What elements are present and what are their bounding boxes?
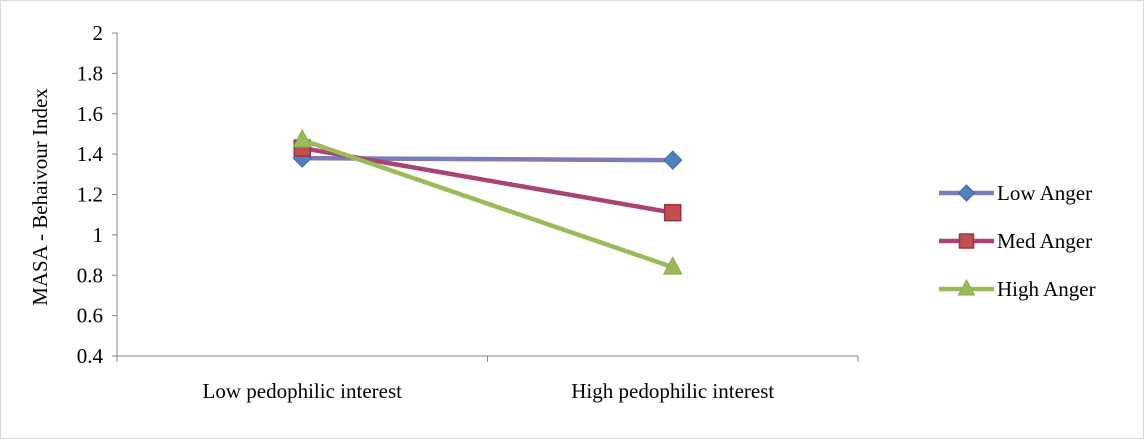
- legend-marker: [957, 278, 976, 296]
- y-tick-label: 2: [93, 21, 104, 45]
- x-tick-label: Low pedophilic interest: [203, 379, 403, 403]
- y-tick-label: 0.4: [77, 344, 104, 368]
- y-tick-label: 1.6: [77, 102, 103, 126]
- y-tick-label: 0.8: [77, 263, 103, 287]
- y-tick-label: 1.4: [77, 142, 104, 166]
- plot-area: 0.4 0.6 0.8 1 1.2 1.4 1.6 1.8 2 Low pedophilic in…: [77, 21, 859, 403]
- legend-marker: [958, 233, 975, 249]
- legend-label: Low Anger: [997, 181, 1092, 205]
- y-tick-label: 1: [93, 223, 104, 247]
- y-axis-label: MASA - Behaivour Index: [28, 88, 52, 306]
- x-tick-label: High pedophilic interest: [571, 379, 774, 403]
- legend: Low Anger Med Anger High Anger: [939, 181, 1096, 301]
- y-tick-label: 1.2: [77, 183, 103, 207]
- data-point: [292, 128, 313, 148]
- data-point: [662, 256, 683, 275]
- y-tick-label: 0.6: [77, 304, 103, 328]
- data-point: [663, 150, 683, 170]
- series-line: [301, 137, 674, 270]
- legend-label: Med Anger: [997, 229, 1092, 253]
- legend-marker: [957, 184, 976, 202]
- y-tick-label: 1.8: [77, 61, 103, 85]
- legend-label: High Anger: [997, 277, 1096, 301]
- data-point: [664, 203, 682, 222]
